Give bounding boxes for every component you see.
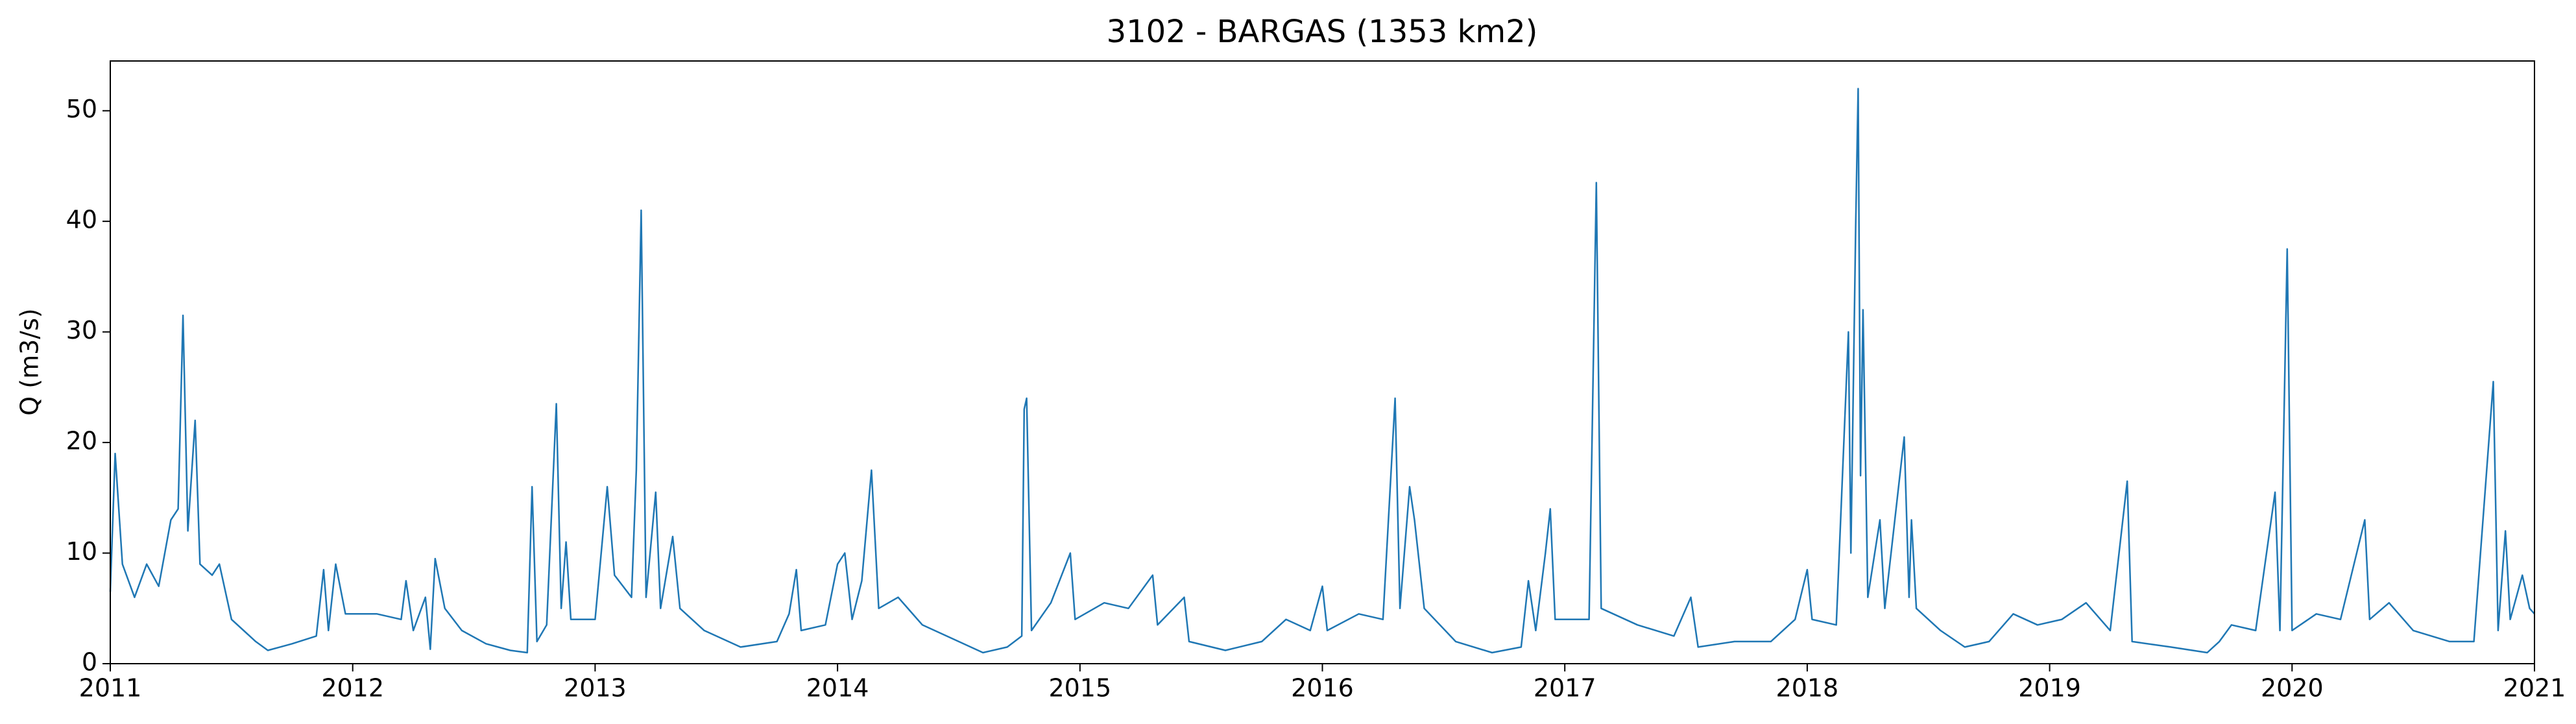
y-tick-label: 40	[66, 206, 97, 234]
chart-title: 3102 - BARGAS (1353 km2)	[1107, 14, 1538, 50]
x-tick-label: 2019	[2018, 674, 2081, 703]
x-tick-label: 2011	[79, 674, 142, 703]
x-tick-label: 2016	[1291, 674, 1354, 703]
x-tick-label: 2014	[806, 674, 869, 703]
y-axis-label: Q (m3/s)	[16, 308, 44, 415]
x-tick-label: 2013	[564, 674, 627, 703]
y-tick-label: 30	[66, 316, 97, 344]
y-tick-label: 20	[66, 427, 97, 455]
line-series	[109, 88, 2535, 654]
x-tick-label: 2015	[1048, 674, 1111, 703]
x-tick-label: 2021	[2503, 674, 2566, 703]
y-tick-label: 0	[82, 648, 97, 677]
y-tick-label: 50	[66, 95, 97, 123]
y-tick-label: 10	[66, 537, 97, 566]
x-tick-label: 2018	[1776, 674, 1839, 703]
x-tick-label: 2020	[2261, 674, 2324, 703]
x-tick-label: 2012	[321, 674, 384, 703]
plot-frame	[110, 60, 2535, 664]
x-tick-label: 2017	[1534, 674, 1596, 703]
